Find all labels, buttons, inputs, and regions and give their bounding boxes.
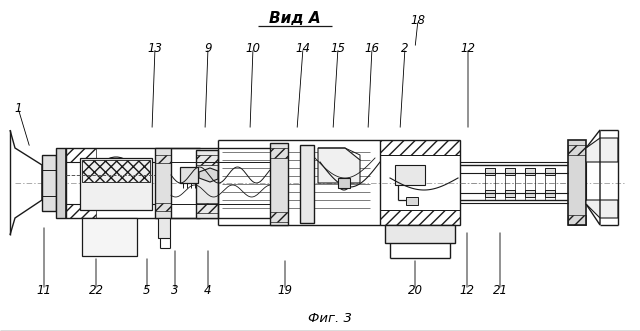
Circle shape bbox=[572, 207, 582, 217]
Bar bbox=[82, 218, 137, 256]
Bar bbox=[525, 190, 535, 197]
Circle shape bbox=[108, 246, 113, 251]
Bar bbox=[338, 178, 350, 188]
Text: 21: 21 bbox=[493, 283, 508, 297]
Bar bbox=[568, 140, 586, 225]
Bar bbox=[385, 225, 455, 243]
Circle shape bbox=[125, 246, 131, 251]
Text: 2: 2 bbox=[401, 41, 409, 55]
Text: 12: 12 bbox=[461, 41, 476, 55]
Circle shape bbox=[118, 246, 122, 251]
Circle shape bbox=[98, 157, 134, 193]
Bar bbox=[56, 148, 66, 218]
Bar bbox=[568, 145, 586, 155]
Bar bbox=[568, 215, 586, 225]
Bar bbox=[270, 212, 288, 222]
Bar bbox=[196, 203, 218, 213]
Bar bbox=[406, 197, 418, 205]
Polygon shape bbox=[199, 168, 218, 182]
Bar bbox=[66, 148, 96, 162]
Bar bbox=[155, 203, 171, 211]
Polygon shape bbox=[586, 138, 618, 162]
Text: 9: 9 bbox=[204, 41, 212, 55]
Text: 10: 10 bbox=[246, 41, 260, 55]
Bar bbox=[300, 145, 314, 223]
Polygon shape bbox=[318, 148, 360, 183]
Circle shape bbox=[108, 167, 124, 183]
Bar bbox=[395, 165, 425, 185]
Bar bbox=[196, 150, 218, 218]
Bar bbox=[158, 218, 170, 238]
Text: 4: 4 bbox=[204, 283, 212, 297]
Text: 16: 16 bbox=[365, 41, 380, 55]
Bar bbox=[380, 140, 460, 155]
Text: 1: 1 bbox=[14, 102, 22, 115]
Text: 19: 19 bbox=[278, 283, 292, 297]
Bar bbox=[505, 168, 515, 175]
Bar bbox=[82, 160, 150, 182]
Bar bbox=[270, 143, 288, 225]
Bar bbox=[485, 168, 495, 175]
Bar bbox=[155, 148, 171, 218]
Circle shape bbox=[339, 180, 349, 190]
Bar bbox=[196, 155, 218, 165]
Text: 13: 13 bbox=[147, 41, 163, 55]
Bar bbox=[42, 155, 56, 211]
Polygon shape bbox=[586, 200, 618, 218]
Text: 3: 3 bbox=[172, 283, 179, 297]
Text: 5: 5 bbox=[143, 283, 151, 297]
Bar bbox=[155, 155, 171, 163]
Bar bbox=[80, 158, 152, 210]
Text: Вид А: Вид А bbox=[269, 11, 321, 25]
Text: 12: 12 bbox=[460, 283, 474, 297]
Text: 22: 22 bbox=[88, 283, 104, 297]
Bar bbox=[485, 190, 495, 197]
Circle shape bbox=[88, 246, 93, 251]
Bar bbox=[505, 190, 515, 197]
Text: 20: 20 bbox=[408, 283, 422, 297]
Bar bbox=[545, 190, 555, 197]
Bar bbox=[380, 210, 460, 225]
Text: 11: 11 bbox=[36, 283, 51, 297]
Bar bbox=[180, 167, 198, 183]
Text: 15: 15 bbox=[330, 41, 346, 55]
Bar bbox=[66, 204, 96, 218]
Circle shape bbox=[97, 246, 102, 251]
Text: Фиг. 3: Фиг. 3 bbox=[308, 311, 352, 324]
Text: 14: 14 bbox=[296, 41, 310, 55]
Text: 18: 18 bbox=[410, 14, 426, 26]
Bar bbox=[545, 168, 555, 175]
Circle shape bbox=[572, 150, 582, 160]
Bar bbox=[270, 148, 288, 158]
Bar bbox=[525, 168, 535, 175]
